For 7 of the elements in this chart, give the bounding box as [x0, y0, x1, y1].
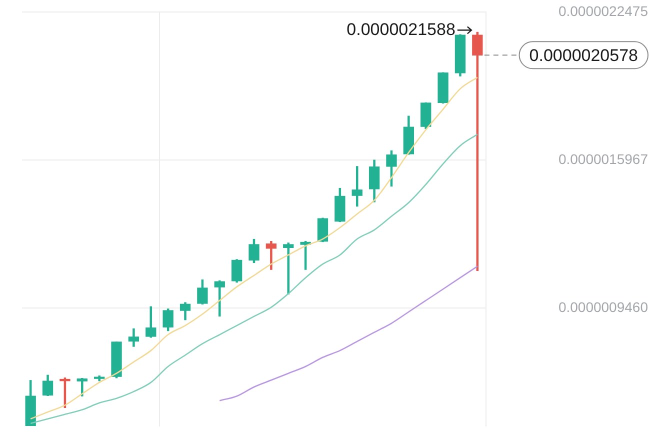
- line-series: [218, 266, 478, 402]
- y-tick-label: 0.0000022475: [558, 2, 648, 19]
- annotation: 0.0000021588: [346, 20, 456, 39]
- y-tick-label: 0.0000009460: [558, 299, 648, 316]
- ref-line-label: 0.0000020578: [529, 46, 638, 65]
- y-tick-label: 0.0000015967: [558, 150, 648, 167]
- candlestick: [283, 242, 294, 294]
